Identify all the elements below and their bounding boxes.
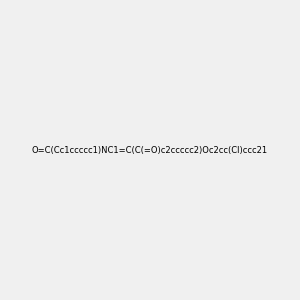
Text: O=C(Cc1ccccc1)NC1=C(C(=O)c2ccccc2)Oc2cc(Cl)ccc21: O=C(Cc1ccccc1)NC1=C(C(=O)c2ccccc2)Oc2cc(… [32, 146, 268, 154]
